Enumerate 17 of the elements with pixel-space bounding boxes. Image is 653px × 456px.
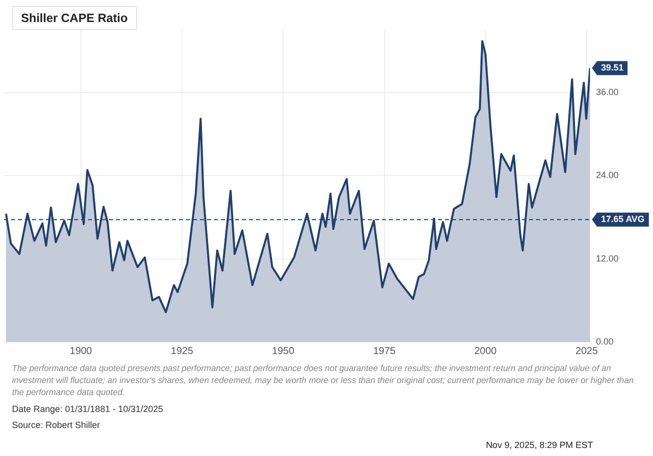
- ref-line-label: 17.65 AVG: [601, 214, 645, 224]
- x-tick-label: 2000: [474, 346, 498, 357]
- x-tick-label: 1900: [70, 346, 92, 357]
- y-tick-label: 0.00: [596, 336, 614, 346]
- x-tick-label: 1950: [272, 346, 295, 357]
- source-note: Source: Robert Shiller: [12, 420, 102, 430]
- y-tick-label: 12.00: [596, 253, 619, 264]
- y-tick-label: 24.00: [596, 170, 619, 180]
- annotation: 39.51: [601, 62, 624, 73]
- text: The performance data quoted presents past performance; past performance does not guarantee future results; the investment return and principal value of an investment will fluctuate; an investor's shares, when redeemed, may be worth more or less than their original cost; current performance may be lower or higher than the performance data quoted.: [12, 362, 635, 398]
- text: Date Range: 01/31/1881 - 10/31/2025: [12, 404, 164, 414]
- text: Nov 9, 2025, 8:29 PM EST: [486, 440, 593, 450]
- x-tick-label: 1925: [170, 346, 194, 357]
- chart-title: Shiller CAPE Ratio: [12, 6, 137, 30]
- x-tick-label: 1975: [373, 346, 396, 357]
- y-tick-label: 36.00: [596, 86, 619, 97]
- x-tick-label: 2025: [576, 346, 598, 357]
